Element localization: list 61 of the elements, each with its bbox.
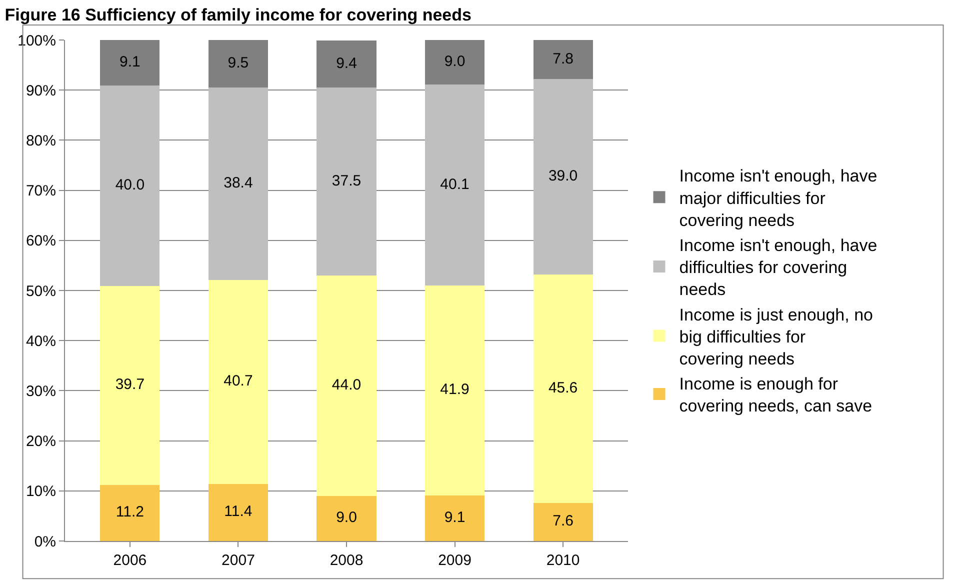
x-tick-label: 2008	[330, 552, 364, 569]
bar	[425, 84, 485, 286]
legend-label: Income is just enough, no big difficulties for covering needs	[679, 305, 873, 368]
data-label: 9.4	[336, 54, 357, 72]
y-tick-label: 70%	[26, 182, 56, 200]
data-label: 9.0	[336, 509, 357, 526]
data-label: 39.7	[115, 376, 145, 394]
y-tick-label: 90%	[26, 82, 56, 100]
data-label: 9.1	[444, 508, 466, 526]
y-tick-label: 0%	[34, 533, 56, 550]
bar	[316, 275, 376, 496]
y-tick-label: 80%	[26, 132, 56, 150]
y-tick-label: 30%	[26, 382, 56, 400]
bar	[100, 484, 160, 541]
data-label: 40.1	[440, 176, 470, 193]
chart-title: Figure 16 Sufficiency of family income for covering needs	[4, 6, 472, 25]
bar	[425, 285, 485, 496]
bar	[100, 286, 160, 485]
y-tick-label: 10%	[26, 483, 56, 500]
data-label: 11.2	[116, 504, 144, 521]
data-label: 9.5	[228, 54, 249, 72]
legend-label: Income isn't enough, have difficulties for covering needs	[679, 236, 878, 300]
data-label: 41.9	[440, 381, 470, 398]
data-label: 39.0	[548, 168, 578, 185]
x-tick-label: 2006	[113, 552, 147, 569]
x-tick-label: 2007	[222, 552, 255, 569]
x-tick-label: 2009	[438, 552, 472, 569]
x-tick-label: 2010	[546, 552, 580, 569]
bar	[100, 40, 160, 86]
data-label: 9.1	[120, 54, 140, 71]
legend-label: Income isn't enough, have major difficulties for covering needs	[679, 166, 878, 230]
bar	[425, 495, 485, 541]
bar	[208, 484, 268, 541]
bar	[316, 496, 376, 541]
data-label: 7.8	[552, 50, 574, 68]
bar	[533, 502, 593, 541]
y-tick-label: 60%	[26, 232, 56, 250]
bar	[100, 86, 160, 286]
data-label: 40.0	[115, 176, 145, 194]
data-label: 9.0	[444, 52, 466, 70]
data-label: 38.4	[224, 174, 253, 192]
bar	[208, 40, 268, 88]
bar	[533, 40, 593, 80]
data-label: 40.7	[224, 372, 253, 390]
y-tick-label: 50%	[26, 282, 56, 300]
data-label: 45.6	[548, 379, 578, 396]
data-label: 7.6	[552, 512, 574, 530]
bar	[316, 40, 376, 88]
bar	[208, 280, 268, 484]
bar	[316, 88, 376, 276]
data-label: 11.4	[224, 503, 252, 520]
y-tick-label: 20%	[26, 433, 56, 450]
bar	[208, 88, 268, 280]
data-label: 37.5	[332, 172, 362, 190]
bar	[533, 274, 593, 503]
y-tick-label: 100%	[18, 32, 56, 50]
bar	[425, 40, 485, 85]
legend-label: Income is enough for covering needs, can save	[679, 374, 872, 416]
data-label: 44.0	[332, 376, 362, 394]
y-tick-label: 40%	[26, 332, 56, 350]
bar	[533, 79, 593, 274]
